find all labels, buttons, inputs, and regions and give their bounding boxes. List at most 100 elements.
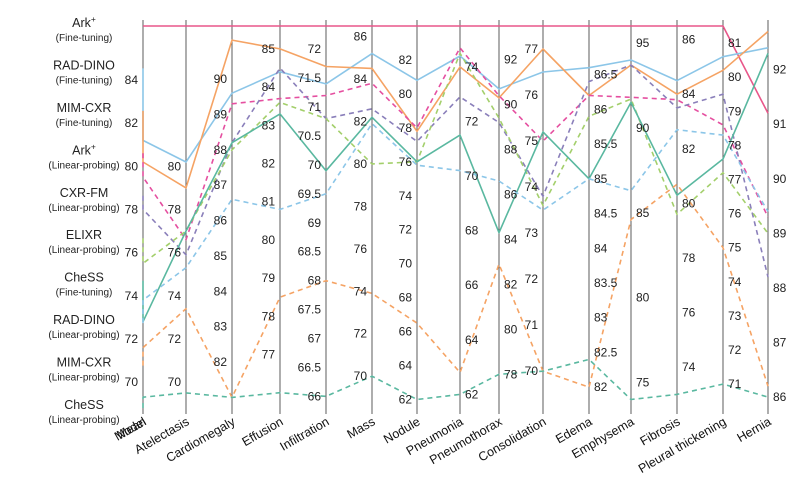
tick-label: 84 bbox=[354, 72, 368, 86]
tick-label: 66 bbox=[399, 325, 413, 339]
tick-label: 73 bbox=[525, 226, 539, 240]
tick-label: 71 bbox=[308, 100, 322, 114]
series-line bbox=[142, 64, 769, 278]
model-tick-label: MIM-CXR bbox=[57, 101, 112, 115]
tick-label: 88 bbox=[214, 143, 228, 157]
tick-label: 87 bbox=[773, 336, 787, 350]
tick-label: 76 bbox=[354, 242, 368, 256]
tick-label: 84 bbox=[594, 241, 608, 255]
model-tick-sublabel: (Fine-tuning) bbox=[56, 33, 113, 44]
tick-label: 89 bbox=[773, 226, 787, 240]
tick-label: 76 bbox=[168, 246, 182, 260]
tick-label: 69.5 bbox=[298, 187, 322, 201]
series-line bbox=[142, 52, 769, 265]
tick-label: 76 bbox=[125, 246, 139, 260]
tick-label: 74 bbox=[465, 60, 479, 74]
tick-label: 74 bbox=[399, 189, 413, 203]
model-tick-label: CXR-FM bbox=[60, 186, 109, 200]
model-tick-label: CheSS bbox=[64, 398, 104, 412]
tick-label: 81 bbox=[728, 36, 742, 50]
tick-label: 91 bbox=[773, 117, 787, 131]
tick-label: 70 bbox=[308, 158, 322, 172]
tick-label: 68 bbox=[308, 274, 322, 288]
model-tick-label: MIM-CXR bbox=[57, 356, 112, 370]
tick-label: 78 bbox=[262, 309, 276, 323]
tick-label: 80 bbox=[728, 70, 742, 84]
model-tick-label: CheSS bbox=[64, 271, 104, 285]
tick-label: 86 bbox=[773, 390, 787, 404]
tick-label: 92 bbox=[504, 53, 518, 67]
tick-label: 71 bbox=[728, 377, 742, 391]
series-line bbox=[142, 183, 769, 399]
tick-label: 69 bbox=[308, 216, 322, 230]
tick-label: 82 bbox=[214, 355, 228, 369]
model-tick-sublabel: (Linear-probing) bbox=[48, 245, 119, 256]
tick-label: 72 bbox=[728, 343, 742, 357]
tick-label: 88 bbox=[504, 143, 518, 157]
model-tick-sublabel: (Fine-tuning) bbox=[56, 75, 113, 86]
tick-label: 71.5 bbox=[298, 71, 322, 85]
tick-label: 82 bbox=[399, 53, 413, 67]
tick-label: 90 bbox=[636, 121, 650, 135]
tick-label: 90 bbox=[504, 98, 518, 112]
tick-label: 83 bbox=[262, 118, 276, 132]
tick-label: 80 bbox=[682, 196, 696, 210]
tick-label: 84 bbox=[214, 284, 228, 298]
tick-label: 72 bbox=[465, 115, 479, 129]
tick-label: 64 bbox=[465, 333, 479, 347]
tick-label: 64 bbox=[399, 359, 413, 373]
model-tick-label: Ark+ bbox=[72, 14, 96, 30]
tick-label: 76 bbox=[399, 155, 413, 169]
tick-label: 84 bbox=[504, 232, 518, 246]
model-tick-sublabel: (Linear-probing) bbox=[48, 373, 119, 384]
tick-label: 74 bbox=[682, 360, 696, 374]
tick-label: 86 bbox=[354, 30, 368, 44]
tick-label: 78 bbox=[125, 202, 139, 216]
tick-label: 83 bbox=[594, 311, 608, 325]
series-line bbox=[142, 47, 769, 163]
tick-label: 86 bbox=[504, 188, 518, 202]
tick-label: 87 bbox=[214, 178, 228, 192]
tick-label: 80 bbox=[504, 322, 518, 336]
tick-label: 84 bbox=[125, 73, 139, 87]
tick-label: 82 bbox=[125, 116, 139, 130]
tick-label: 77 bbox=[728, 172, 742, 186]
tick-label: 68 bbox=[399, 291, 413, 305]
tick-label: 82 bbox=[504, 277, 518, 291]
tick-label: 66 bbox=[465, 278, 479, 292]
model-tick-label: Ark+ bbox=[72, 141, 96, 157]
tick-label: 85.5 bbox=[594, 137, 618, 151]
series-lines bbox=[142, 25, 769, 408]
tick-label: 74 bbox=[354, 284, 368, 298]
axis-label: Hernia bbox=[735, 414, 774, 445]
tick-label: 86 bbox=[594, 102, 608, 116]
tick-label: 72 bbox=[354, 327, 368, 341]
tick-label: 78 bbox=[682, 251, 696, 265]
tick-label: 90 bbox=[214, 72, 228, 86]
model-tick-sublabel: (Fine-tuning) bbox=[56, 118, 113, 129]
tick-label: 75 bbox=[525, 134, 539, 148]
tick-label: 90 bbox=[773, 172, 787, 186]
tick-label: 83.5 bbox=[594, 276, 618, 290]
model-tick-sublabel: (Fine-tuning) bbox=[56, 288, 113, 299]
tick-label: 62 bbox=[399, 393, 413, 407]
tick-label: 84 bbox=[682, 87, 696, 101]
tick-label: 77 bbox=[262, 348, 276, 362]
tick-label: 81 bbox=[262, 195, 276, 209]
tick-label: 72 bbox=[168, 332, 182, 346]
model-tick-sublabel: (Linear-probing) bbox=[48, 203, 119, 214]
tick-label: 77 bbox=[525, 42, 539, 56]
tick-label: 74 bbox=[728, 275, 742, 289]
tick-label: 85 bbox=[214, 249, 228, 263]
model-tick-sublabel: (Linear-probing) bbox=[48, 160, 119, 171]
axis-label: Infiltration bbox=[278, 414, 332, 453]
axis-label: Mass bbox=[345, 414, 378, 441]
series-line bbox=[142, 122, 769, 324]
series-line bbox=[142, 52, 769, 323]
tick-label: 70 bbox=[168, 375, 182, 389]
series-line bbox=[142, 358, 769, 408]
tick-label: 86.5 bbox=[594, 68, 618, 82]
tick-label: 82 bbox=[262, 157, 276, 171]
